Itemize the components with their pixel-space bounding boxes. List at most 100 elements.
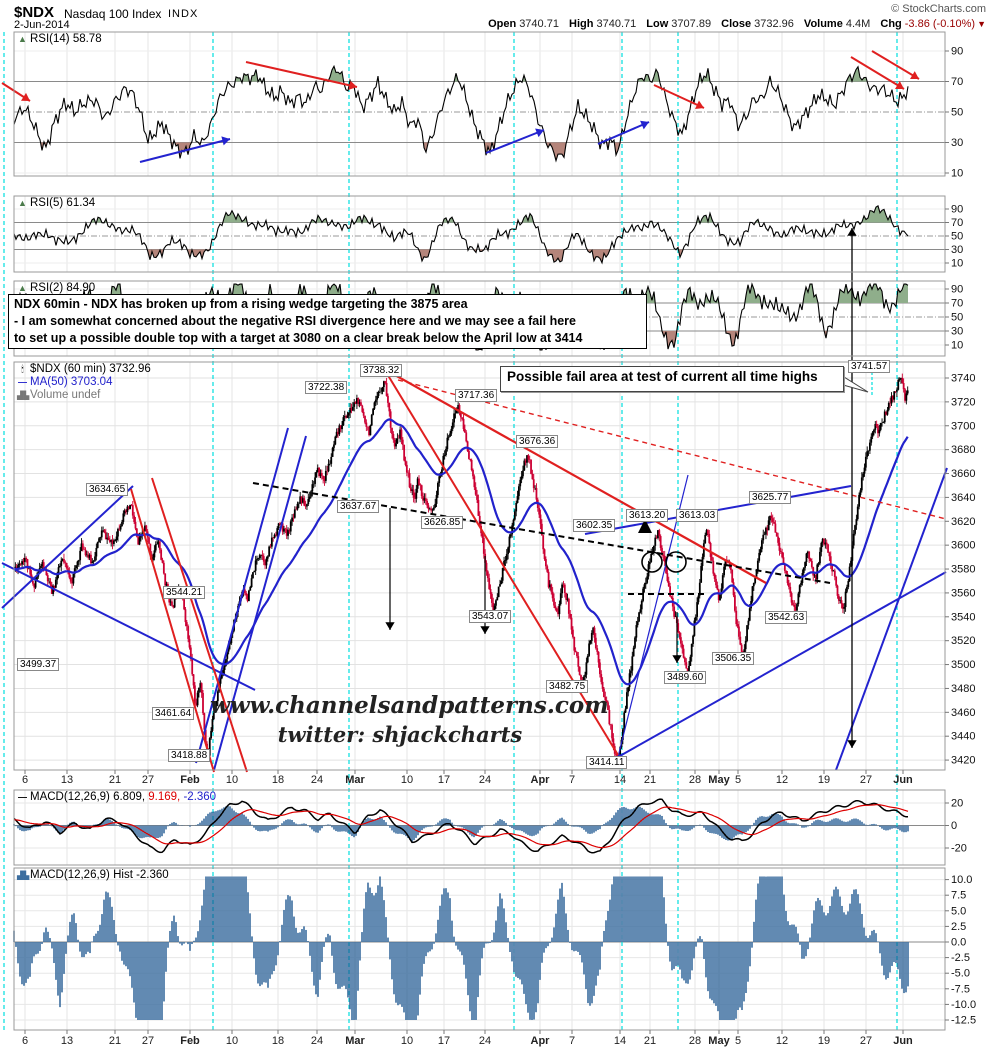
chg-label: Chg — [880, 18, 902, 30]
volume-value: 4.4M — [845, 18, 871, 30]
svg-text:0.0: 0.0 — [951, 937, 966, 949]
watermark-twitter: twitter: shjackcharts — [277, 722, 523, 747]
svg-text:3660: 3660 — [951, 468, 975, 480]
symbol-name: Nasdaq 100 Index — [64, 7, 162, 21]
svg-text:Feb: Feb — [180, 774, 200, 786]
open-label: Open — [488, 18, 517, 30]
svg-text:24: 24 — [479, 774, 491, 786]
symbol-exchange: INDX — [168, 8, 199, 20]
line-icon: — — [18, 792, 27, 802]
svg-text:Mar: Mar — [345, 774, 365, 786]
svg-text:May: May — [708, 1035, 730, 1047]
svg-text:3500: 3500 — [951, 659, 975, 671]
svg-text:-10.0: -10.0 — [951, 999, 976, 1011]
svg-text:18: 18 — [272, 774, 284, 786]
svg-text:28: 28 — [689, 1035, 701, 1047]
fail-area-callout: Possible fail area at test of current al… — [500, 366, 844, 392]
svg-text:3700: 3700 — [951, 420, 975, 432]
svg-text:17: 17 — [438, 1035, 450, 1047]
svg-text:30: 30 — [951, 326, 963, 338]
svg-text:3560: 3560 — [951, 587, 975, 599]
svg-text:Feb: Feb — [180, 1035, 200, 1047]
macd-hist-value: -2.360 — [183, 791, 217, 803]
svg-text:30: 30 — [951, 244, 963, 256]
svg-text:3420: 3420 — [951, 755, 975, 767]
price-label: 3461.64 — [152, 707, 195, 720]
price-label: 3738.32 — [360, 364, 403, 377]
svg-text:3720: 3720 — [951, 396, 975, 408]
svg-text:3600: 3600 — [951, 540, 975, 552]
svg-text:21: 21 — [644, 774, 656, 786]
price-label: 3543.07 — [469, 610, 512, 623]
svg-text:-12.5: -12.5 — [951, 1015, 976, 1027]
svg-text:24: 24 — [311, 1035, 323, 1047]
svg-text:70: 70 — [951, 76, 963, 88]
analyst-note-box: NDX 60min - NDX has broken up from a ris… — [8, 294, 647, 349]
svg-text:90: 90 — [951, 46, 963, 58]
price-label: 3482.75 — [546, 680, 589, 693]
line-icon: — — [18, 377, 27, 387]
svg-text:3540: 3540 — [951, 611, 975, 623]
svg-text:2.5: 2.5 — [951, 921, 966, 933]
price-label: 3637.67 — [337, 500, 380, 513]
chg-down-triangle-icon: ▼ — [977, 19, 986, 29]
watermark: www.channelsandpatterns.com twitter: shj… — [210, 692, 609, 747]
price-label: 3626.85 — [421, 516, 464, 529]
price-label: 3634.65 — [86, 483, 129, 496]
svg-text:10: 10 — [951, 340, 963, 352]
svg-text:24: 24 — [311, 774, 323, 786]
indicator-icon: ▲ — [18, 198, 27, 208]
ohlc-quote-line: Open 3740.71 High 3740.71 Low 3707.89 Close… — [481, 18, 986, 30]
svg-text:10: 10 — [401, 1035, 413, 1047]
low-value: 3707.89 — [671, 18, 712, 30]
chg-value: -3.86 (-0.10%) — [904, 18, 976, 30]
svg-text:14: 14 — [614, 774, 626, 786]
svg-text:14: 14 — [614, 1035, 626, 1047]
price-label: 3625.77 — [749, 491, 792, 504]
svg-text:10: 10 — [226, 774, 238, 786]
svg-text:10.0: 10.0 — [951, 874, 972, 886]
close-label: Close — [721, 18, 752, 30]
svg-text:Apr: Apr — [531, 1035, 551, 1047]
bars-icon: ▟▙ — [17, 871, 30, 880]
price-label: 3613.03 — [676, 509, 719, 522]
macd-legend: — MACD(12,26,9) 6.809, 9.169, -2.360 — [18, 791, 217, 803]
svg-text:90: 90 — [951, 284, 963, 296]
svg-text:10: 10 — [226, 1035, 238, 1047]
svg-text:-2.5: -2.5 — [951, 952, 970, 964]
svg-text:21: 21 — [109, 774, 121, 786]
high-label: High — [569, 18, 594, 30]
svg-text:5: 5 — [735, 1035, 741, 1047]
price-label: 3722.38 — [305, 381, 348, 394]
macd-hist-legend: ▟▙MACD(12,26,9) Hist -2.360 — [17, 869, 169, 881]
volume-legend: ▟▙Volume undef — [17, 389, 101, 401]
svg-text:70: 70 — [951, 217, 963, 229]
note-line-1: NDX 60min - NDX has broken up from a ris… — [14, 297, 468, 311]
svg-text:20: 20 — [951, 798, 963, 810]
svg-text:Jun: Jun — [893, 774, 913, 786]
svg-text:Apr: Apr — [531, 774, 551, 786]
svg-text:3740: 3740 — [951, 373, 975, 385]
svg-text:10: 10 — [401, 774, 413, 786]
svg-text:13: 13 — [61, 774, 73, 786]
candlestick-icon: 🕯 — [21, 364, 24, 374]
chart-date: 2-Jun-2014 — [14, 19, 70, 31]
svg-text:27: 27 — [142, 774, 154, 786]
svg-text:6: 6 — [22, 774, 28, 786]
price-label: 3741.57 — [848, 360, 891, 373]
svg-text:Mar: Mar — [345, 1035, 365, 1047]
svg-text:13: 13 — [61, 1035, 73, 1047]
low-label: Low — [646, 18, 669, 30]
svg-text:70: 70 — [951, 298, 963, 310]
svg-text:12: 12 — [776, 774, 788, 786]
svg-text:6: 6 — [22, 1035, 28, 1047]
svg-text:30: 30 — [951, 137, 963, 149]
price-label: 3499.37 — [17, 658, 60, 671]
svg-text:21: 21 — [644, 1035, 656, 1047]
price-label: 3676.36 — [516, 435, 559, 448]
rsi2-legend: ▲ RSI(2) 84.90 — [18, 282, 96, 294]
svg-text:50: 50 — [951, 107, 963, 119]
high-value: 3740.71 — [596, 18, 637, 30]
